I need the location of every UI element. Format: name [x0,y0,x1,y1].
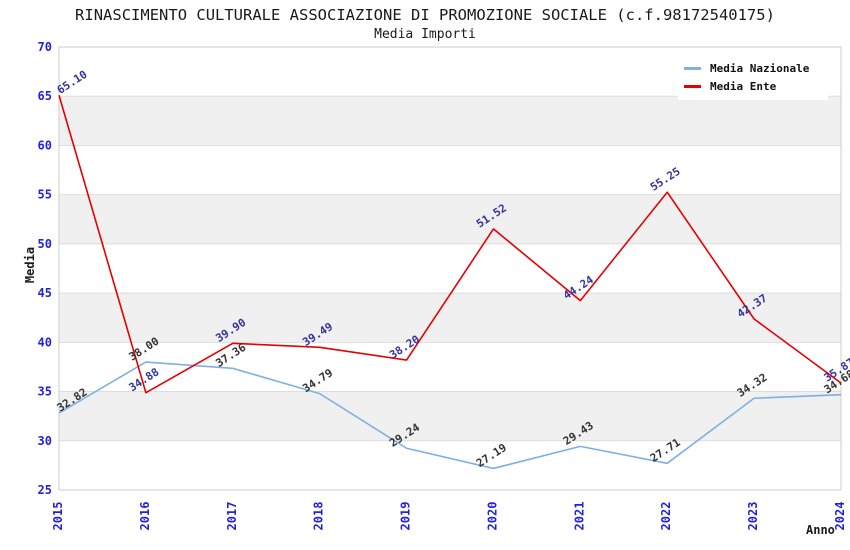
y-tick-label: 45 [38,286,52,300]
plot-band [59,194,841,244]
plot-band [59,391,841,441]
plot-band [59,293,841,343]
y-tick-label: 25 [38,483,52,497]
x-tick-label: 2019 [399,502,413,531]
x-tick-label: 2021 [572,502,586,531]
legend-line-icon [684,66,701,70]
legend-item-media-nazionale: Media Nazionale [684,59,822,77]
data-label-media-nazionale: 34.79 [300,366,335,395]
chart-title: RINASCIMENTO CULTURALE ASSOCIAZIONE DI P… [75,6,775,24]
y-tick-label: 55 [38,188,52,202]
series-line-media-nazionale [58,361,842,470]
y-tick-label: 35 [38,385,52,399]
y-tick-label: 30 [38,434,52,448]
legend-line-icon [684,84,701,88]
x-axis-title: Anno [806,523,835,537]
y-tick-label: 40 [38,335,52,349]
legend-label: Media Ente [710,79,777,93]
x-tick-label: 2015 [51,502,65,531]
x-tick-label: 2018 [312,502,326,531]
data-label-media-ente: 65.10 [55,68,90,97]
x-tick-label: 2024 [833,502,847,531]
x-tick-label: 2020 [485,502,499,531]
legend: Media Nazionale Media Ente [678,54,828,100]
y-tick-label: 60 [38,138,52,152]
plot-border [58,46,842,491]
chart-subtitle: Media Importi [374,27,476,42]
x-tick-label: 2017 [225,502,239,531]
y-tick-label: 70 [38,40,52,54]
y-axis-title: Media [23,246,37,284]
x-tick-label: 2023 [746,502,760,531]
x-tick-label: 2022 [659,502,673,531]
x-tick-label: 2016 [138,502,152,531]
y-tick-label: 50 [38,237,52,251]
legend-label: Media Nazionale [710,61,810,75]
data-label-media-ente: 55.25 [648,165,683,194]
y-tick-label: 65 [38,89,52,103]
plot-band [59,96,841,146]
legend-item-media-ente: Media Ente [684,77,822,95]
series-line-media-ente [58,95,842,394]
